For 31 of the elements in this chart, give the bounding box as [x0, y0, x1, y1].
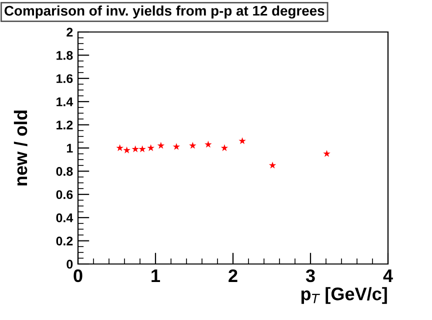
y-tick-label: 0.6: [56, 190, 73, 200]
y-tick-label: 1.2: [56, 120, 73, 130]
x-tick-label: 1: [152, 270, 160, 282]
y-tick-label: 0: [66, 260, 73, 269]
y-tick-label: 1.6: [56, 74, 73, 84]
point: [116, 144, 124, 152]
point: [323, 150, 330, 157]
y-tick-label: 2: [66, 28, 73, 37]
point: [172, 143, 180, 150]
point: [220, 144, 228, 152]
x-axis-title: p$_{T}$ [GeV/c]: [301, 287, 387, 304]
y-tick-label: 0.4: [56, 213, 74, 222]
point: [204, 140, 212, 148]
point: [138, 145, 146, 152]
chart-title: Comparison of inv. yields from p-p at 12 degrees: [4, 5, 324, 19]
point: [123, 146, 130, 154]
x-tick-label: 3: [306, 269, 315, 282]
point: [157, 142, 165, 149]
y-tick-label: 1.8: [56, 51, 73, 60]
point: [238, 137, 246, 144]
point: [268, 162, 276, 168]
y-tick-label: 0.2: [56, 236, 73, 246]
x-tick-label: 2: [228, 269, 238, 282]
y-tick-label: 0.8: [56, 167, 73, 176]
point: [132, 145, 139, 152]
point: [147, 144, 154, 152]
x-tick-label: 4: [383, 270, 393, 282]
y-tick-label: 1.4: [56, 98, 74, 106]
y-axis-title: new / old: [14, 110, 28, 186]
point: [189, 142, 196, 149]
y-tick-label: 1: [66, 144, 73, 153]
